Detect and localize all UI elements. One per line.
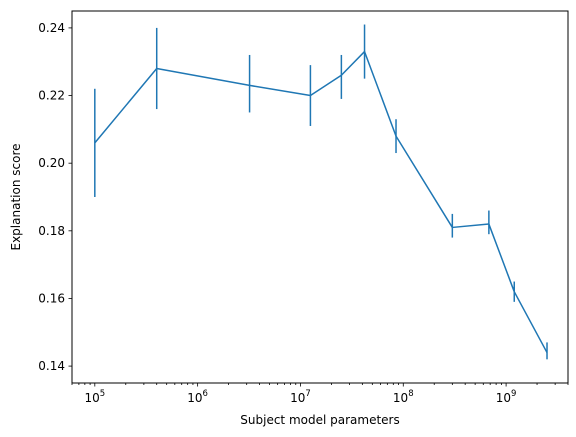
y-tick-label: 0.24 [38, 21, 65, 35]
x-tick-label: 105 [84, 389, 105, 405]
y-axis: 0.14 0.16 0.18 0.20 0.22 0.24 [38, 21, 72, 373]
x-tick-base: 10 [187, 391, 202, 405]
series-line [94, 50, 548, 353]
x-tick-exponent: 6 [203, 389, 208, 399]
x-axis: 105 106 107 108 109 [71, 383, 569, 405]
y-tick-label: 0.18 [38, 224, 65, 238]
x-tick-base: 10 [84, 391, 99, 405]
x-tick-exponent: 5 [100, 389, 105, 399]
y-tick-label: 0.22 [38, 89, 65, 103]
x-tick-label: 108 [393, 389, 414, 405]
x-axis-label: Subject model parameters [240, 413, 399, 427]
x-tick-label: 109 [496, 389, 517, 405]
x-tick-base: 10 [393, 391, 408, 405]
plot-area [94, 24, 548, 360]
x-tick-base: 10 [496, 391, 511, 405]
x-tick-exponent: 8 [408, 389, 413, 399]
y-axis-label: Explanation score [9, 144, 23, 251]
y-tick-label: 0.16 [38, 291, 65, 305]
x-tick-label: 106 [187, 389, 208, 405]
x-tick-base: 10 [290, 391, 305, 405]
x-tick-label: 107 [290, 389, 311, 405]
plot-frame [71, 10, 569, 384]
x-tick-exponent: 7 [305, 389, 310, 399]
x-tick-exponent: 9 [511, 389, 516, 399]
y-tick-label: 0.14 [38, 359, 65, 373]
y-tick-label: 0.20 [38, 156, 65, 170]
